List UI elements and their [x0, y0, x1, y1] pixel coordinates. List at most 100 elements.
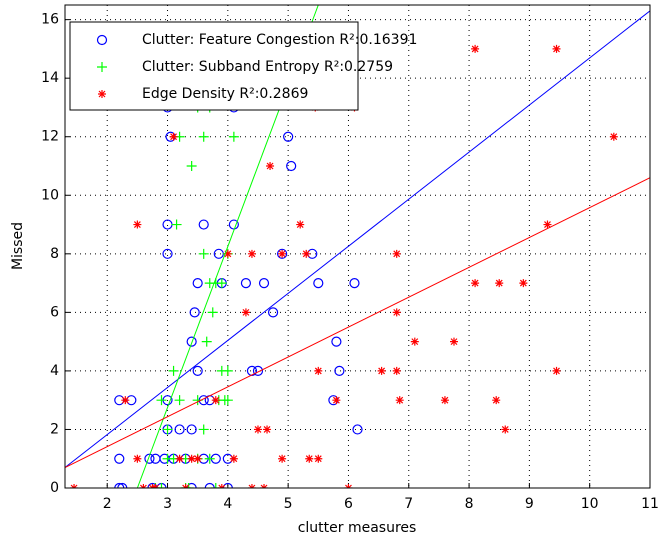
y-tick-label: 10 — [41, 187, 59, 203]
point — [183, 483, 194, 488]
x-tick-label: 10 — [581, 496, 599, 512]
point — [207, 307, 218, 318]
x-tick-label: 9 — [525, 496, 534, 512]
legend-marker — [96, 34, 108, 46]
point — [240, 277, 252, 289]
legend-label: Clutter: Subband Entropy R²:0.2759 — [142, 59, 393, 75]
x-tick-label: 8 — [465, 496, 474, 512]
point — [147, 482, 158, 488]
point — [471, 279, 480, 288]
point — [278, 454, 287, 463]
y-tick-label: 2 — [50, 421, 59, 437]
point — [253, 425, 262, 434]
point — [305, 454, 314, 463]
point — [133, 220, 142, 229]
point — [492, 396, 501, 405]
x-tick-label: 3 — [163, 496, 172, 512]
point — [229, 454, 238, 463]
point — [192, 277, 203, 289]
point — [495, 279, 504, 288]
point — [150, 453, 161, 464]
point — [263, 425, 272, 434]
point — [395, 396, 404, 405]
x-tick-label: 6 — [344, 496, 353, 512]
point — [552, 366, 561, 375]
point — [277, 248, 288, 259]
point — [313, 277, 324, 289]
point — [449, 337, 458, 346]
point — [552, 44, 561, 53]
point — [392, 249, 401, 258]
y-tick-label: 4 — [50, 363, 59, 379]
point — [175, 454, 184, 463]
point — [201, 336, 212, 347]
point — [314, 366, 323, 375]
point — [222, 395, 233, 406]
fit-line — [65, 177, 650, 468]
legend: Clutter: Feature Congestion R²:0.16391 Cl… — [69, 21, 417, 111]
point — [193, 454, 202, 463]
point — [216, 278, 227, 289]
x-axis-label: clutter measures — [298, 520, 417, 536]
fit-line — [65, 10, 650, 468]
point — [171, 219, 182, 230]
point — [198, 219, 209, 230]
point — [162, 248, 173, 259]
legend-marker — [98, 90, 106, 98]
x-tick-label: 7 — [404, 496, 413, 512]
point — [283, 131, 294, 142]
point — [198, 424, 209, 435]
point — [352, 424, 363, 435]
point — [609, 132, 618, 141]
plot-frame — [64, 4, 651, 489]
point — [169, 132, 178, 141]
point — [198, 248, 209, 259]
point — [241, 308, 250, 317]
legend-label: Edge Density R²:0.2869 — [142, 86, 308, 102]
point — [247, 249, 256, 258]
legend-marker — [97, 62, 107, 72]
point — [168, 365, 179, 376]
point — [223, 249, 232, 258]
point — [162, 219, 173, 230]
point — [331, 336, 342, 347]
point — [314, 454, 323, 463]
point — [296, 220, 305, 229]
point — [211, 396, 220, 405]
y-axis-label: Missed — [10, 222, 26, 270]
point — [144, 453, 155, 464]
point — [543, 220, 552, 229]
point — [174, 424, 185, 435]
x-tick-label: 4 — [223, 496, 232, 512]
point — [278, 249, 287, 258]
y-tick-label: 12 — [41, 129, 59, 145]
point — [266, 162, 275, 170]
x-tick-label: 2 — [103, 496, 112, 512]
y-tick-label: 8 — [50, 246, 59, 262]
point — [392, 308, 401, 317]
point — [228, 131, 239, 142]
point — [156, 395, 167, 406]
point — [377, 366, 386, 375]
point — [519, 279, 528, 288]
legend-label: Clutter: Feature Congestion R²:0.16391 — [142, 32, 417, 48]
y-tick-label: 16 — [41, 12, 59, 28]
point — [204, 482, 215, 488]
point — [210, 483, 221, 488]
point — [222, 482, 233, 488]
legend-box — [69, 21, 359, 111]
point — [334, 365, 345, 377]
point — [121, 396, 130, 405]
point — [198, 131, 209, 142]
x-tick-label: 11 — [641, 496, 659, 512]
point — [189, 307, 200, 318]
point — [117, 482, 128, 488]
point — [156, 483, 167, 488]
point — [162, 424, 173, 435]
point — [501, 425, 510, 434]
point — [252, 365, 264, 377]
point — [410, 337, 419, 346]
point — [186, 161, 197, 171]
point — [114, 482, 125, 488]
